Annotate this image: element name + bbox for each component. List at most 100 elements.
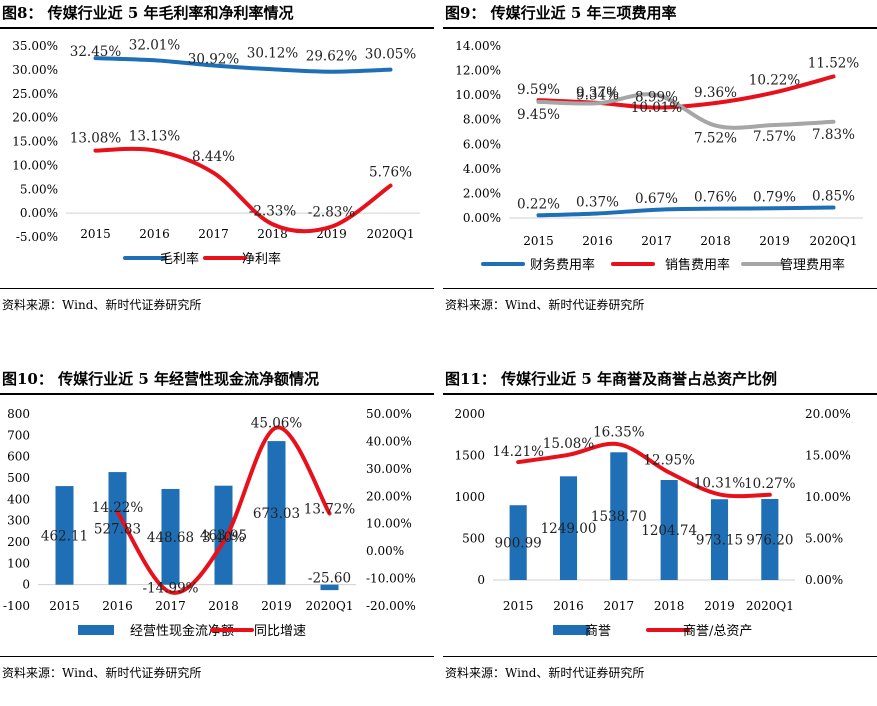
y2-tick-label: -10.00%: [366, 572, 416, 586]
x-tick-label: 2019: [704, 599, 735, 613]
legend-label: 财务费用率: [530, 257, 595, 273]
data-label: 13.13%: [129, 128, 181, 144]
data-label: 448.68: [147, 530, 194, 546]
y-tick-label: 0: [22, 578, 30, 592]
y2-tick-label: 15.00%: [805, 449, 851, 463]
y-tick-label: 6.00%: [463, 137, 501, 151]
legend-label: 同比增速: [254, 624, 306, 639]
bar-2017: [610, 452, 628, 580]
data-label: 976.20: [746, 532, 793, 548]
source-rule: [443, 656, 877, 657]
x-tick-label: 2018: [257, 227, 288, 241]
y-tick-label: 200: [7, 535, 30, 549]
data-label: 7.57%: [753, 129, 796, 145]
data-label: 14.22%: [92, 500, 144, 516]
y-tick-label: 30.00%: [12, 63, 58, 77]
legend-label: 商誉/总资产: [683, 624, 752, 639]
goodwill-combo-chart: 0 500 1000 1500 2000 0.00% 5.00% 10.00% 15.00% 20…: [454, 407, 851, 639]
y-tick-label: -100: [3, 599, 30, 613]
bar-2016: [559, 476, 578, 580]
x-tick-label: 2015: [80, 227, 111, 241]
data-label: 973.15: [696, 533, 743, 549]
legend-label: 经营性现金流净额: [130, 623, 234, 639]
chart-title: 图11： 传媒行业近 5 年商誉及商誉占总资产比例: [445, 370, 777, 388]
data-label: -2.33%: [249, 203, 297, 219]
y-tick-label: 8.00%: [463, 113, 501, 127]
y-tick-label: 300: [7, 514, 30, 528]
x-tick-label: 2015: [523, 234, 554, 248]
data-label: 0.85%: [812, 189, 855, 205]
legend-label: 销售费用率: [665, 257, 730, 273]
title-rule: [443, 27, 877, 29]
data-label: 10.01%: [631, 100, 683, 116]
y-tick-label: 20.00%: [12, 111, 58, 125]
x-tick-label: 2017: [604, 599, 635, 613]
x-tick-label: 2017: [198, 227, 229, 241]
x-tick-label: 2016: [553, 599, 584, 613]
y2-tick-label: 10.00%: [366, 517, 412, 531]
x-tick-label: 2016: [582, 234, 613, 248]
data-label: 12.95%: [643, 453, 695, 469]
y-tick-label: 14.00%: [455, 39, 501, 53]
legend-swatch: [78, 625, 114, 635]
x-tick-label: 2015: [49, 599, 80, 613]
y-tick-label: 1000: [454, 490, 485, 504]
data-label: 13.08%: [70, 131, 122, 147]
source-rule: [0, 656, 434, 657]
data-label: 7.83%: [812, 127, 855, 143]
x-tick-label: 2020Q1: [366, 227, 414, 241]
title-rule: [0, 27, 434, 29]
series-line-0: [93, 56, 393, 74]
data-label: 527.83: [94, 521, 141, 537]
x-tick-label: 2015: [503, 599, 534, 613]
x-tick-label: 2018: [654, 599, 685, 613]
y2-tick-label: 10.00%: [805, 490, 851, 504]
data-label: 462.11: [41, 528, 88, 544]
bar-2020Q1: [761, 498, 779, 580]
y-tick-label: 0: [477, 573, 485, 587]
y-tick-label: 35.00%: [12, 39, 58, 53]
data-label: 32.45%: [70, 44, 122, 60]
y-tick-label: 15.00%: [12, 135, 58, 149]
data-label: 10.31%: [694, 475, 746, 491]
chart-panel-goodwill: 图11： 传媒行业近 5 年商誉及商誉占总资产比例 0 500 1000 1500 20…: [443, 366, 877, 706]
bar-2019: [710, 499, 729, 580]
y2-tick-label: 20.00%: [805, 407, 851, 421]
chart-panel-gross-net-margin: 图8： 传媒行业近 5 年毛利率和净利率情况 -5.00% 0.00% 5.00% 1…: [0, 0, 434, 340]
data-label: 463.95: [200, 528, 247, 544]
data-label: 900.99: [495, 536, 542, 552]
data-label: 0.76%: [694, 190, 737, 206]
y-tick-label: 0.00%: [20, 206, 58, 220]
data-label: 8.44%: [192, 149, 235, 165]
legend-label: 净利率: [242, 251, 281, 267]
legend-swatch: [553, 625, 589, 635]
y2-tick-label: 0.00%: [805, 573, 843, 587]
data-label: 0.79%: [753, 189, 796, 205]
y-tick-label: 800: [7, 407, 30, 421]
y-tick-label: 500: [7, 471, 30, 485]
margin-line-chart: -5.00% 0.00% 5.00% 10.00% 15.00% 20.00% 25.00%…: [12, 37, 420, 267]
source-note: 资料来源：Wind、新时代证券研究所: [2, 666, 202, 680]
bar-2018: [660, 480, 678, 580]
y-tick-label: 500: [462, 532, 485, 546]
x-tick-label: 2020Q1: [305, 599, 353, 613]
y-tick-label: 4.00%: [463, 162, 501, 176]
legend-label: 管理费用率: [780, 257, 845, 273]
data-label: 5.76%: [369, 165, 412, 181]
chart-panel-operating-cashflow: 图10： 传媒行业近 5 年经营性现金流净额情况 -100 0 100 200 300 4…: [0, 366, 434, 706]
y-tick-label: 0.00%: [463, 211, 501, 225]
data-label: 9.59%: [517, 82, 560, 98]
y-tick-label: -5.00%: [16, 230, 58, 244]
expense-line-chart: 0.00% 2.00% 4.00% 6.00% 8.00% 10.00% 12.00% 14.…: [455, 39, 863, 273]
y2-tick-label: 20.00%: [366, 489, 412, 503]
data-label: 45.06%: [251, 416, 303, 432]
y2-tick-label: -20.00%: [366, 599, 416, 613]
x-tick-label: 2019: [759, 234, 790, 248]
x-tick-label: 2016: [139, 227, 170, 241]
data-label: 13.72%: [304, 502, 356, 518]
data-label: -14.99%: [142, 580, 198, 596]
y-tick-label: 12.00%: [455, 64, 501, 78]
chart-title: 图9： 传媒行业近 5 年三项费用率: [445, 4, 677, 22]
data-label: 9.45%: [517, 107, 560, 123]
data-label: 9.36%: [694, 85, 737, 101]
